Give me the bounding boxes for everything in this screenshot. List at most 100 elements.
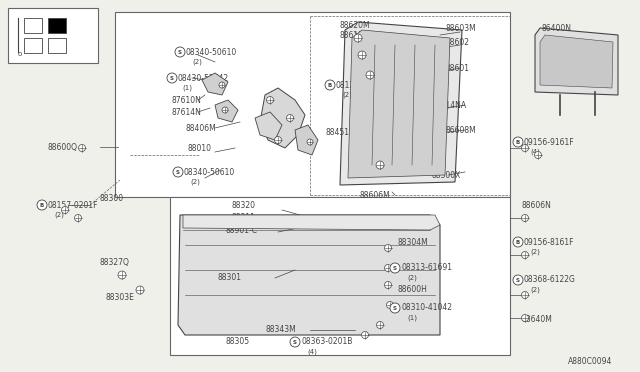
Polygon shape bbox=[260, 88, 305, 148]
Text: 86608M: 86608M bbox=[445, 125, 476, 135]
Circle shape bbox=[287, 115, 294, 122]
Circle shape bbox=[290, 337, 300, 347]
Text: 09156-9161F: 09156-9161F bbox=[524, 138, 575, 147]
Circle shape bbox=[79, 144, 86, 151]
Text: (2): (2) bbox=[530, 287, 540, 293]
Text: B: B bbox=[40, 202, 44, 208]
Circle shape bbox=[118, 271, 126, 279]
Text: 88343M: 88343M bbox=[265, 326, 296, 334]
Text: 88600Q: 88600Q bbox=[48, 142, 78, 151]
Text: S: S bbox=[170, 76, 174, 80]
Circle shape bbox=[167, 73, 177, 83]
Text: 08310-41042: 08310-41042 bbox=[401, 304, 452, 312]
Text: 88606M: 88606M bbox=[360, 190, 391, 199]
Circle shape bbox=[376, 321, 383, 328]
Text: S: S bbox=[516, 278, 520, 282]
Text: B: B bbox=[516, 240, 520, 244]
Text: 88327Q: 88327Q bbox=[100, 257, 130, 266]
Circle shape bbox=[74, 215, 81, 221]
Text: 88611: 88611 bbox=[340, 31, 364, 39]
Circle shape bbox=[522, 144, 529, 151]
Text: 88303E: 88303E bbox=[105, 294, 134, 302]
Circle shape bbox=[222, 107, 228, 113]
Text: (2): (2) bbox=[342, 92, 352, 98]
Circle shape bbox=[37, 200, 47, 210]
Bar bbox=[24, 18, 42, 33]
Text: 87610N: 87610N bbox=[172, 96, 202, 105]
Text: B: B bbox=[516, 140, 520, 144]
Bar bbox=[170, 197, 510, 355]
Circle shape bbox=[385, 244, 392, 251]
Polygon shape bbox=[348, 30, 450, 178]
Text: 88010: 88010 bbox=[188, 144, 212, 153]
Circle shape bbox=[385, 264, 392, 272]
Bar bbox=[48, 18, 66, 33]
Text: 08368-6122G: 08368-6122G bbox=[524, 276, 576, 285]
Text: 08157-0201F: 08157-0201F bbox=[48, 201, 99, 209]
Text: B: B bbox=[328, 83, 332, 87]
Text: 88301: 88301 bbox=[218, 273, 242, 282]
Text: 08340-50610: 08340-50610 bbox=[186, 48, 237, 57]
Text: 88406M: 88406M bbox=[185, 124, 216, 132]
Circle shape bbox=[534, 151, 541, 158]
Text: (2): (2) bbox=[530, 249, 540, 255]
Circle shape bbox=[522, 292, 529, 298]
Polygon shape bbox=[215, 100, 238, 122]
Text: 88901-C: 88901-C bbox=[225, 225, 257, 234]
Circle shape bbox=[376, 161, 384, 169]
Circle shape bbox=[390, 263, 400, 273]
Text: 09156-8161F: 09156-8161F bbox=[524, 237, 575, 247]
Text: 88300: 88300 bbox=[100, 193, 124, 202]
Circle shape bbox=[390, 303, 400, 313]
Text: (4): (4) bbox=[307, 349, 317, 355]
Circle shape bbox=[175, 47, 185, 57]
Text: A880C0094: A880C0094 bbox=[568, 357, 612, 366]
Text: (2): (2) bbox=[190, 179, 200, 185]
Text: 86400N: 86400N bbox=[542, 23, 572, 32]
Text: 88603M: 88603M bbox=[445, 23, 476, 32]
Polygon shape bbox=[540, 35, 613, 88]
Circle shape bbox=[385, 282, 392, 289]
Circle shape bbox=[513, 275, 523, 285]
Text: 08313-61691: 08313-61691 bbox=[401, 263, 452, 273]
Polygon shape bbox=[340, 22, 462, 185]
Text: S: S bbox=[393, 305, 397, 311]
Polygon shape bbox=[295, 125, 318, 155]
Circle shape bbox=[266, 96, 273, 103]
Text: (1): (1) bbox=[182, 85, 192, 91]
Bar bbox=[24, 38, 42, 53]
Text: 88305: 88305 bbox=[225, 337, 249, 346]
Polygon shape bbox=[178, 215, 440, 335]
Polygon shape bbox=[255, 112, 282, 140]
Circle shape bbox=[522, 314, 529, 321]
Text: (2): (2) bbox=[54, 212, 64, 218]
Circle shape bbox=[513, 237, 523, 247]
Circle shape bbox=[275, 137, 282, 144]
Text: 68640M: 68640M bbox=[522, 315, 553, 324]
Circle shape bbox=[136, 286, 144, 294]
Text: 08430-51642: 08430-51642 bbox=[178, 74, 229, 83]
Polygon shape bbox=[535, 28, 618, 95]
Circle shape bbox=[325, 80, 335, 90]
Text: 88300X: 88300X bbox=[432, 170, 461, 180]
Bar bbox=[48, 38, 66, 53]
Circle shape bbox=[358, 51, 366, 59]
Text: (1): (1) bbox=[407, 315, 417, 321]
Text: 88311: 88311 bbox=[232, 212, 256, 221]
Text: S: S bbox=[293, 340, 297, 344]
Circle shape bbox=[522, 251, 529, 259]
Text: o: o bbox=[18, 51, 22, 57]
Text: 88451P: 88451P bbox=[325, 128, 354, 137]
Circle shape bbox=[173, 167, 183, 177]
Text: 88601: 88601 bbox=[445, 64, 469, 73]
Circle shape bbox=[307, 139, 313, 145]
Text: 88320: 88320 bbox=[232, 201, 256, 209]
Text: 08363-0201B: 08363-0201B bbox=[301, 337, 353, 346]
Text: 88606N: 88606N bbox=[522, 201, 552, 209]
Circle shape bbox=[61, 206, 68, 214]
Text: 88620M: 88620M bbox=[340, 20, 371, 29]
Text: 08127-02028: 08127-02028 bbox=[336, 80, 387, 90]
Circle shape bbox=[387, 301, 394, 308]
Bar bbox=[8, 8, 98, 63]
Circle shape bbox=[219, 82, 225, 88]
